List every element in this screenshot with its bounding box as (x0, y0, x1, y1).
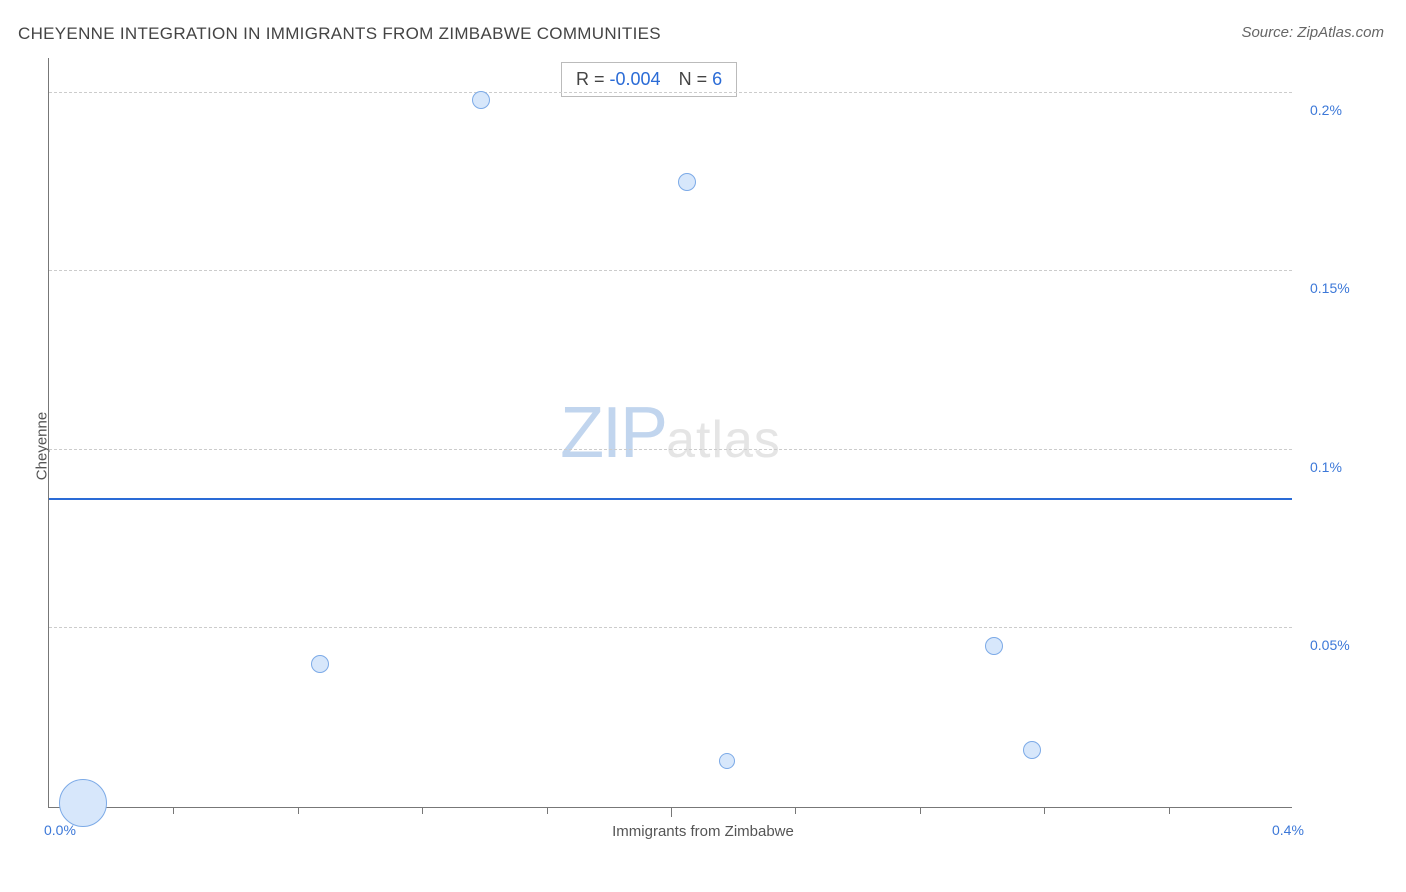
gridline (49, 92, 1292, 93)
gridline (49, 270, 1292, 271)
data-bubble (985, 637, 1003, 655)
data-bubble (472, 91, 490, 109)
r-stat: R = -0.004 (576, 69, 661, 90)
scatter-plot-area: ZIPatlas R = -0.004 N = 6 (48, 58, 1292, 808)
gridline (49, 449, 1292, 450)
x-tick (671, 807, 672, 817)
gridline (49, 627, 1292, 628)
watermark: ZIPatlas (560, 392, 781, 474)
data-bubble (311, 655, 329, 673)
x-tick (1044, 807, 1045, 814)
y-tick-label: 0.15% (1310, 280, 1350, 296)
x-tick-label: 0.4% (1272, 822, 1304, 838)
y-tick-label: 0.1% (1310, 459, 1342, 475)
data-bubble (678, 173, 696, 191)
x-tick (920, 807, 921, 814)
trend-line (49, 498, 1292, 500)
x-tick (422, 807, 423, 814)
x-axis-label: Immigrants from Zimbabwe (612, 823, 794, 840)
data-bubble (719, 753, 735, 769)
x-tick (173, 807, 174, 814)
x-tick (795, 807, 796, 814)
source-attribution: Source: ZipAtlas.com (1241, 24, 1384, 41)
x-tick-label: 0.0% (44, 822, 76, 838)
x-tick (298, 807, 299, 814)
x-tick (1169, 807, 1170, 814)
n-stat: N = 6 (679, 69, 723, 90)
chart-title: CHEYENNE INTEGRATION IN IMMIGRANTS FROM … (18, 24, 661, 44)
data-bubble (59, 779, 107, 827)
y-tick-label: 0.05% (1310, 637, 1350, 653)
data-bubble (1023, 741, 1041, 759)
x-tick (547, 807, 548, 814)
y-tick-label: 0.2% (1310, 102, 1342, 118)
